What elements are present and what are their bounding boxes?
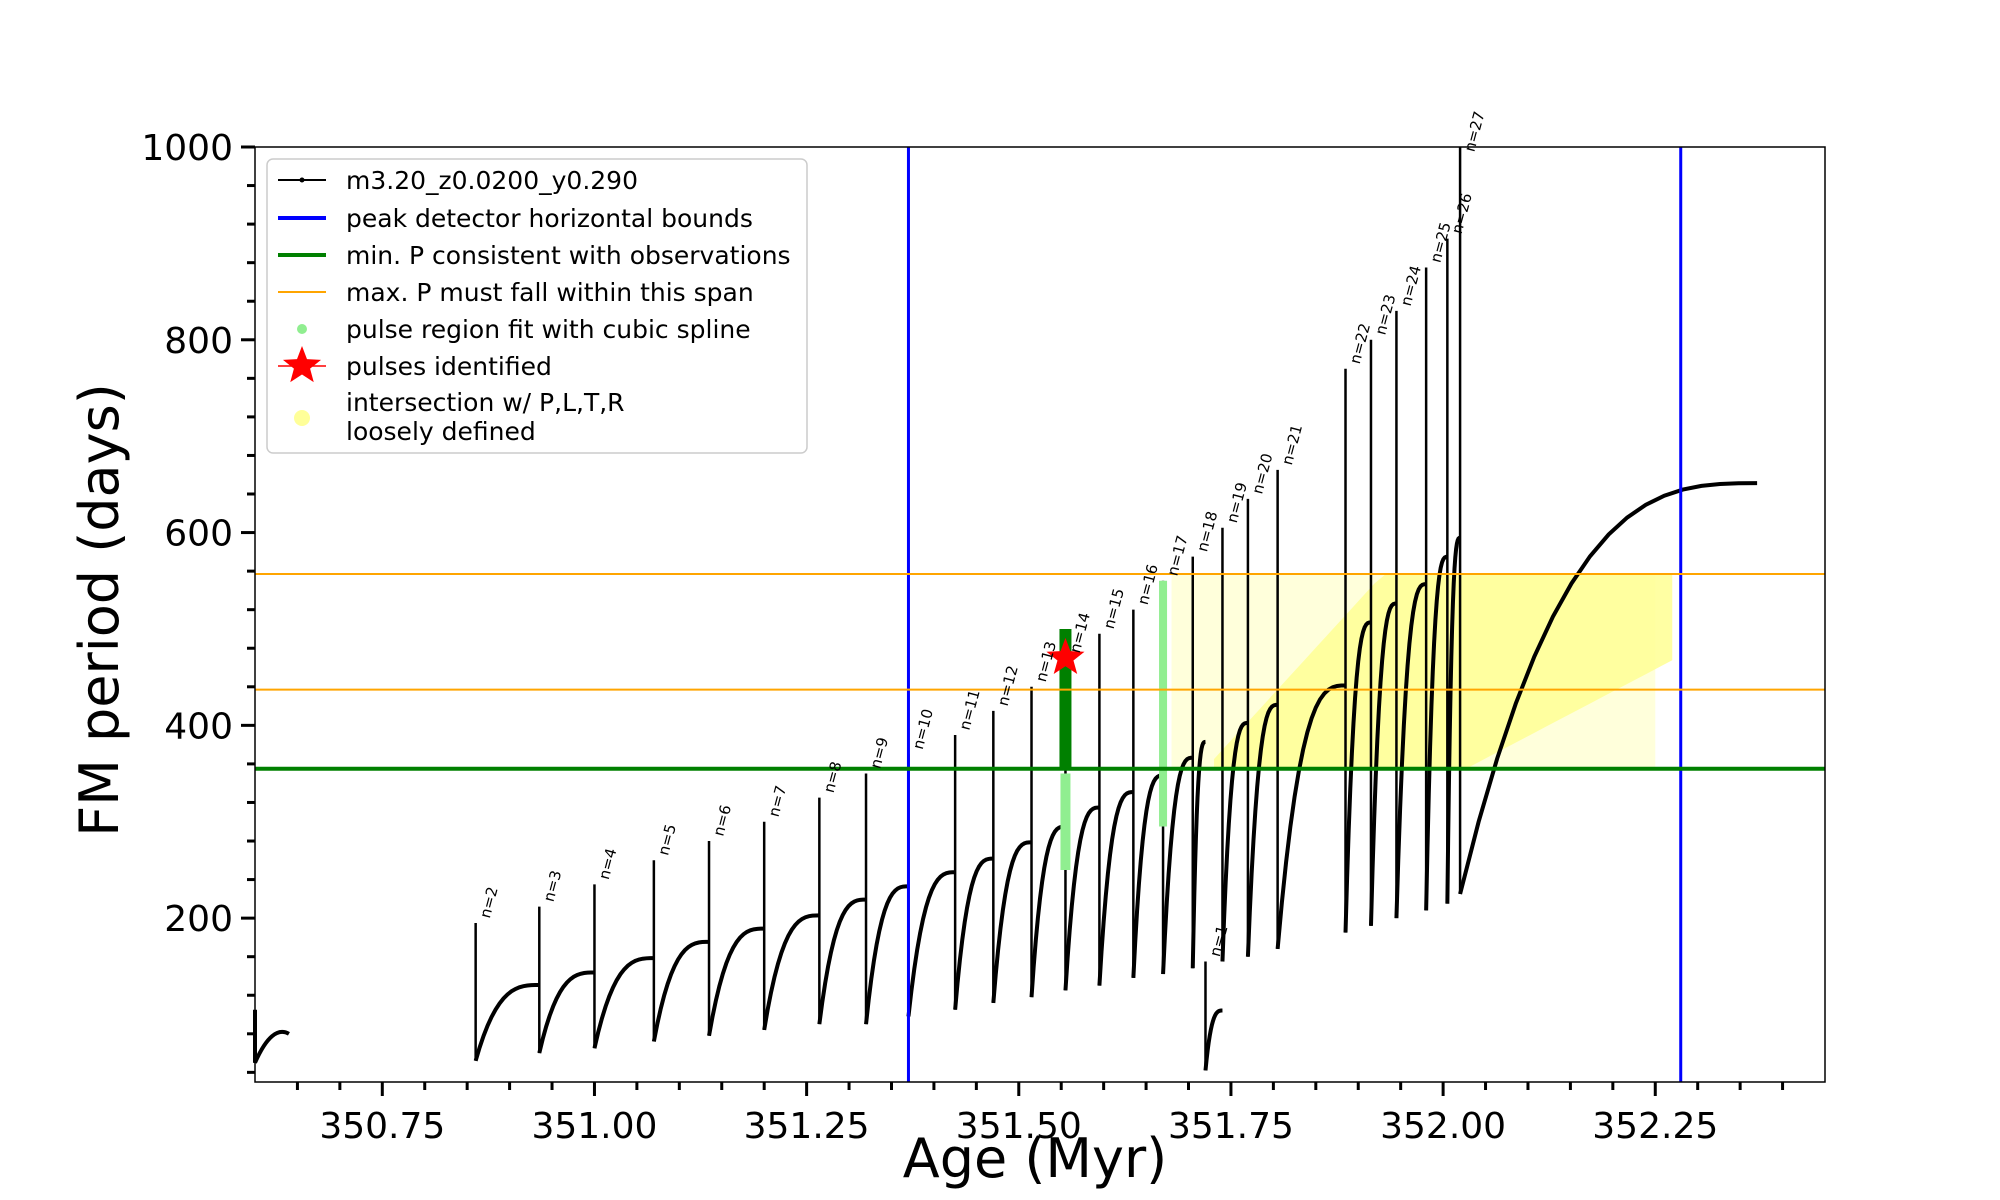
- legend-label: pulses identified: [346, 352, 552, 381]
- legend-label: max. P must fall within this span: [346, 278, 754, 307]
- y-tick-label: 1000: [141, 128, 233, 169]
- legend-label: m3.20_z0.0200_y0.290: [346, 166, 638, 195]
- legend-swatch-marker: [299, 177, 305, 183]
- legend-label-line2: loosely defined: [346, 417, 536, 446]
- interpulse-curve: [1245, 702, 1278, 957]
- interpulse-curve: [1131, 773, 1164, 979]
- interpulse-curve: [537, 970, 595, 1054]
- y-tick-label: 200: [164, 899, 233, 940]
- intersection-region-layer: [1171, 574, 1673, 769]
- interpulse-curve: [991, 840, 1032, 1004]
- x-tick-label: 351.75: [1168, 1106, 1294, 1147]
- y-tick-label: 800: [164, 321, 233, 362]
- x-tick-label: 352.00: [1380, 1106, 1506, 1147]
- intersection-region: [1213, 574, 1673, 769]
- interpulse-curve: [1424, 554, 1448, 911]
- x-axis-title: Age (Myr): [903, 1127, 1168, 1190]
- x-tick-label: 350.75: [319, 1106, 445, 1147]
- interpulse-curve: [864, 884, 909, 1025]
- interpulse-curve: [1368, 601, 1397, 926]
- legend-swatch: [297, 324, 307, 334]
- y-axis-title: FM period (days): [68, 383, 131, 837]
- legend-swatch: [282, 346, 322, 383]
- legend-label: intersection w/ P,L,T,R: [346, 388, 625, 417]
- legend-frame: [266, 158, 808, 454]
- legend-label: peak detector horizontal bounds: [346, 204, 753, 233]
- interpulse-curve: [592, 956, 654, 1049]
- interpulse-curve: [1097, 790, 1134, 986]
- interpulse-curve: [1161, 755, 1193, 975]
- interpulse-curve: [1063, 805, 1100, 991]
- interpulse-curve: [1029, 824, 1066, 998]
- plot-frame: [254, 146, 1826, 1083]
- interpulse-curve: [762, 913, 820, 1031]
- legend-swatch: [294, 410, 310, 426]
- axes-layer: 350.75 351.00 351.25 351.50 351.75 352.00 352.…: [141, 128, 1826, 1147]
- x-tick-label: 352.25: [1592, 1106, 1718, 1147]
- interpulse-curve: [707, 926, 765, 1037]
- interpulse-curve: [1458, 481, 1758, 895]
- interpulse-curve: [817, 897, 867, 1025]
- interpulse-curve: [1275, 683, 1346, 950]
- interpulse-curve: [1220, 720, 1248, 962]
- legend-label: min. P consistent with observations: [346, 241, 791, 270]
- y-tick-label: 400: [164, 706, 233, 747]
- interpulse-curve: [651, 939, 710, 1042]
- interpulse-curve: [1445, 535, 1461, 904]
- x-tick-label: 351.00: [531, 1106, 657, 1147]
- interpulse-curve: [1203, 1008, 1223, 1071]
- x-tick-label: 351.25: [744, 1106, 870, 1147]
- y-tick-label: 600: [164, 514, 233, 555]
- interpulse-curve: [1394, 582, 1427, 919]
- pulse-identified-star: [1046, 637, 1085, 675]
- legend-label: pulse region fit with cubic spline: [346, 315, 751, 344]
- interpulse-curve: [953, 856, 994, 1010]
- x-tick-label: 351.50: [956, 1106, 1082, 1147]
- reference-lines-layer: [255, 147, 1825, 1082]
- interpulse-curve: [1343, 620, 1372, 933]
- interpulse-curve: [906, 870, 956, 1017]
- interpulse-curve: [473, 982, 540, 1062]
